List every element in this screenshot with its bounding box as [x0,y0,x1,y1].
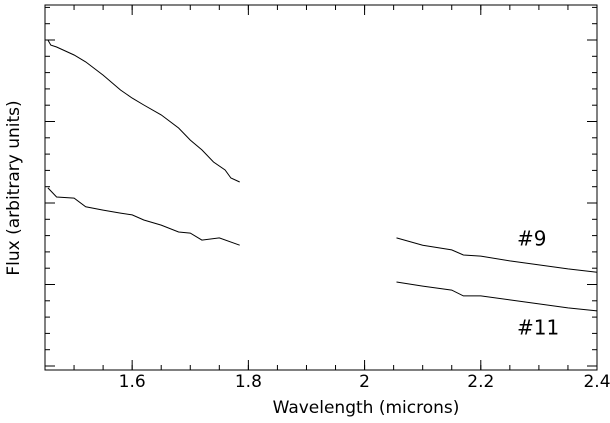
series-label: #9 [517,227,546,251]
x-tick-label: 1.8 [235,372,262,392]
series-line [47,39,598,273]
y-axis-label: Flux (arbitrary units) [4,100,24,275]
plot-frame [44,4,598,371]
series-label: #11 [517,315,559,339]
x-tick-label: 2.4 [583,372,610,392]
x-tick-label: 2 [359,372,370,392]
x-tick-label: 2.2 [467,372,494,392]
series-line [47,187,598,312]
x-axis-label: Wavelength (microns) [273,398,460,418]
x-tick-label: 1.6 [119,372,146,392]
